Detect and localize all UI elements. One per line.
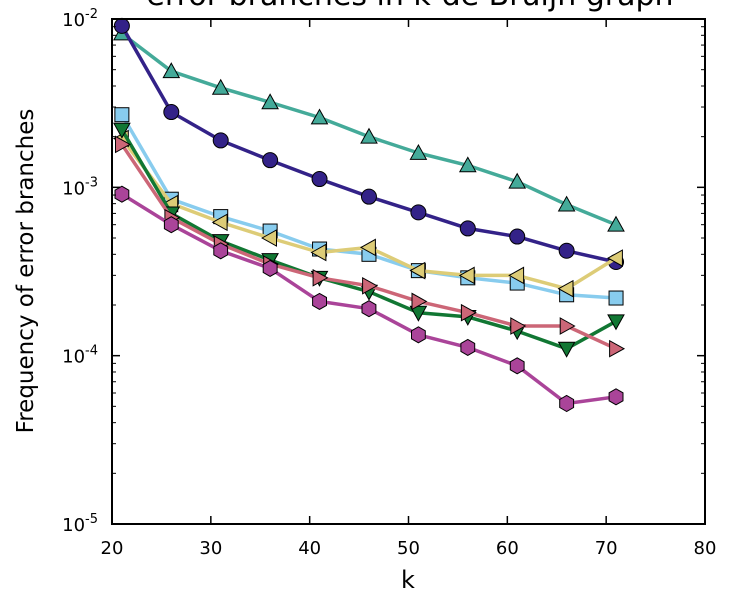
data-point bbox=[213, 242, 229, 260]
series-line bbox=[120, 137, 617, 291]
data-point bbox=[360, 127, 378, 144]
data-point bbox=[162, 62, 181, 79]
data-point bbox=[411, 326, 426, 344]
data-series bbox=[114, 185, 624, 413]
data-point bbox=[557, 195, 576, 212]
plot-area bbox=[112, 17, 626, 413]
data-point bbox=[310, 108, 329, 125]
data-point bbox=[559, 317, 576, 335]
data-point bbox=[508, 172, 527, 189]
data-point bbox=[312, 292, 327, 310]
y-tick-label: 10-2 bbox=[62, 7, 98, 31]
x-tick-label: 50 bbox=[397, 538, 420, 559]
data-point bbox=[212, 132, 229, 149]
x-tick-label: 80 bbox=[694, 538, 717, 559]
data-point bbox=[261, 93, 279, 110]
data-point bbox=[558, 242, 575, 259]
data-point bbox=[557, 279, 574, 298]
data-point bbox=[262, 152, 279, 169]
data-series bbox=[113, 122, 625, 358]
plot-frame bbox=[111, 18, 706, 525]
data-point bbox=[458, 266, 475, 285]
x-axis: 20 30 40 50 60 70 80 bbox=[101, 19, 717, 559]
data-point bbox=[606, 249, 623, 267]
data-point bbox=[608, 290, 624, 306]
data-point bbox=[409, 261, 426, 280]
data-point bbox=[410, 204, 427, 221]
y-axis-label: Frequency of error branches bbox=[13, 109, 39, 434]
data-point bbox=[113, 17, 130, 34]
data-point bbox=[460, 338, 476, 356]
chart-title: error branches in k-de Bruijn graph bbox=[146, 0, 673, 13]
data-series bbox=[113, 24, 625, 232]
data-point bbox=[557, 341, 576, 358]
y-tick-label: 10-4 bbox=[62, 344, 98, 368]
data-point bbox=[114, 185, 130, 203]
data-series bbox=[112, 129, 623, 298]
data-point bbox=[409, 143, 428, 160]
data-point bbox=[261, 229, 277, 247]
data-point bbox=[607, 314, 625, 331]
x-axis-label: k bbox=[401, 566, 415, 590]
data-point bbox=[311, 171, 328, 188]
data-point bbox=[114, 107, 130, 123]
data-point bbox=[458, 156, 477, 173]
data-point bbox=[607, 215, 625, 232]
data-series bbox=[115, 135, 626, 358]
x-tick-label: 40 bbox=[298, 538, 321, 559]
data-point bbox=[310, 243, 327, 262]
data-point bbox=[211, 213, 228, 232]
data-point bbox=[113, 122, 131, 139]
y-tick-label: 10-3 bbox=[62, 175, 98, 199]
data-point bbox=[361, 300, 377, 318]
data-point bbox=[509, 228, 526, 245]
x-tick-label: 60 bbox=[496, 538, 519, 559]
data-point bbox=[362, 276, 379, 295]
data-point bbox=[163, 216, 179, 234]
data-point bbox=[460, 303, 477, 322]
data-point bbox=[559, 394, 575, 413]
y-axis: 10-5 10-4 10-3 10-2 bbox=[62, 7, 705, 536]
data-point bbox=[115, 135, 131, 154]
data-point bbox=[608, 388, 624, 406]
data-point bbox=[163, 104, 180, 121]
x-tick-label: 70 bbox=[595, 538, 618, 559]
data-series bbox=[113, 17, 625, 271]
data-point bbox=[411, 292, 428, 311]
data-point bbox=[508, 266, 525, 285]
y-tick-label: 10-5 bbox=[62, 512, 98, 536]
data-point bbox=[262, 259, 278, 277]
x-tick-label: 30 bbox=[199, 538, 222, 559]
data-point bbox=[609, 339, 626, 358]
data-point bbox=[359, 238, 376, 257]
data-point bbox=[509, 357, 525, 375]
data-point bbox=[211, 78, 230, 95]
x-tick-label: 20 bbox=[101, 538, 124, 559]
data-point bbox=[459, 220, 476, 237]
data-point bbox=[510, 317, 527, 335]
data-point bbox=[312, 268, 329, 287]
data-point bbox=[360, 188, 377, 205]
